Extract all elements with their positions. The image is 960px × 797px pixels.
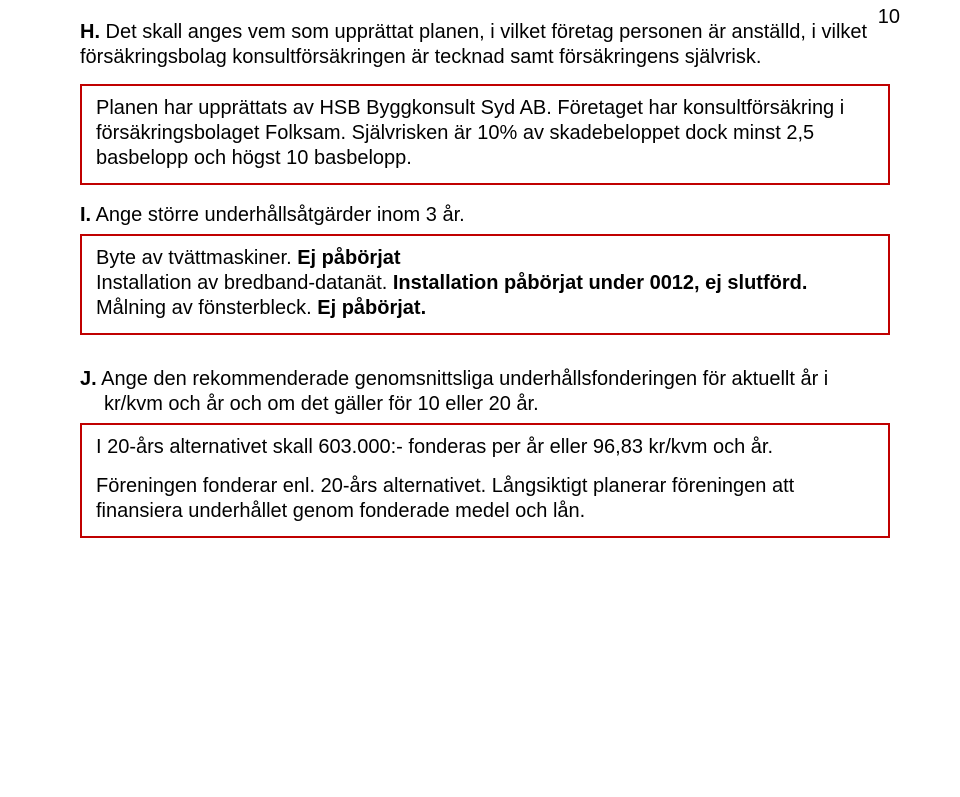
- section-j-letter: J.: [80, 368, 97, 390]
- section-i-line3-bold: Ej påbörjat.: [317, 297, 426, 319]
- page-number: 10: [878, 5, 900, 30]
- section-j-box: I 20-års alternativet skall 603.000:- fo…: [80, 423, 890, 538]
- section-h-heading-text: Det skall anges vem som upprättat planen…: [80, 21, 867, 68]
- section-i-line2: Installation av bredband-datanät. Instal…: [96, 271, 874, 296]
- section-i-heading-text: Ange större underhållsåtgärder inom 3 år…: [91, 204, 465, 226]
- section-i-box: Byte av tvättmaskiner. Ej påbörjat Insta…: [80, 234, 890, 335]
- section-i-heading: I. Ange större underhållsåtgärder inom 3…: [80, 203, 890, 228]
- section-i-line3-prefix: Målning av fönsterbleck.: [96, 297, 317, 319]
- section-i-line1-bold: Ej påbörjat: [297, 247, 400, 269]
- section-h-heading: H. Det skall anges vem som upprättat pla…: [80, 20, 890, 70]
- section-i-line2-bold: Installation påbörjat under 0012, ej slu…: [393, 272, 808, 294]
- section-i-line1-prefix: Byte av tvättmaskiner.: [96, 247, 297, 269]
- section-h-body: Planen har upprättats av HSB Byggkonsult…: [96, 96, 874, 171]
- section-i-line3: Målning av fönsterbleck. Ej påbörjat.: [96, 296, 874, 321]
- section-h-box: Planen har upprättats av HSB Byggkonsult…: [80, 84, 890, 185]
- section-j-para1: I 20-års alternativet skall 603.000:- fo…: [96, 435, 874, 460]
- page: 10 H. Det skall anges vem som upprättat …: [0, 0, 960, 797]
- section-i-line1: Byte av tvättmaskiner. Ej påbörjat: [96, 246, 874, 271]
- section-h-letter: H.: [80, 21, 100, 43]
- section-i-letter: I.: [80, 204, 91, 226]
- section-j-heading-text: Ange den rekommenderade genomsnittsliga …: [97, 368, 829, 415]
- section-j-heading: J. Ange den rekommenderade genomsnittsli…: [80, 367, 890, 417]
- section-j-para2: Föreningen fonderar enl. 20-års alternat…: [96, 474, 874, 524]
- section-i-line2-prefix: Installation av bredband-datanät.: [96, 272, 393, 294]
